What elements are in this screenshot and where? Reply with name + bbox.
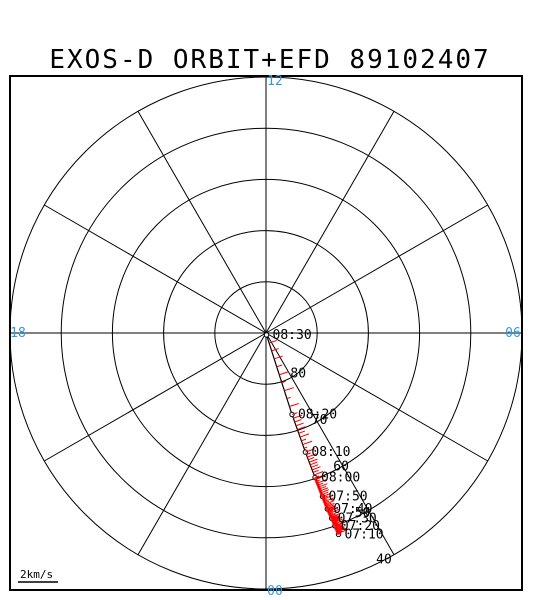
efd-vector <box>289 403 299 407</box>
orbit-time-label: 08:10 <box>311 445 350 460</box>
efd-vector <box>311 466 321 471</box>
orbit-time-label: 07:30 <box>338 511 377 526</box>
efd-vector <box>334 521 345 527</box>
efd-vector <box>330 512 340 518</box>
latitude-label: 60 <box>333 459 349 474</box>
efd-vector <box>337 527 347 533</box>
efd-vector <box>295 422 304 427</box>
efd-vector <box>323 495 333 500</box>
mlt-spoke-22 <box>137 332 267 555</box>
efd-vector <box>332 517 342 522</box>
mlt-spoke-20 <box>44 332 267 462</box>
efd-vector <box>337 529 348 534</box>
mlt-spoke-8 <box>265 204 488 334</box>
mlt-label: 00 <box>267 584 283 599</box>
efd-vector <box>322 492 332 498</box>
efd-vector <box>315 475 326 480</box>
efd-vector <box>334 519 344 525</box>
mlt-label: 12 <box>267 74 283 89</box>
efd-vector <box>310 461 318 466</box>
efd-vector <box>271 348 279 352</box>
latitude-label: 70 <box>312 413 328 428</box>
mlt-label: 18 <box>10 326 26 341</box>
latitude-label: 40 <box>376 552 392 567</box>
efd-vector <box>298 430 306 434</box>
polar-grid <box>9 76 523 590</box>
efd-vector <box>330 510 340 516</box>
efd-vector <box>312 469 319 473</box>
mlt-spoke-16 <box>44 204 267 334</box>
efd-vector <box>308 457 315 461</box>
efd-vector <box>299 433 310 438</box>
efd-vector <box>324 497 334 503</box>
efd-vector <box>329 509 339 515</box>
scale-label: 2km/s <box>20 568 53 581</box>
orbit-time-marker <box>263 332 270 338</box>
efd-vector <box>303 446 308 449</box>
efd-vector <box>279 371 289 376</box>
efd-vector <box>276 364 283 368</box>
efd-vector <box>286 396 291 400</box>
efd-vector <box>313 471 324 476</box>
orbit-time-label: 07:40 <box>333 502 372 517</box>
latitude-label: 80 <box>290 366 306 381</box>
efd-vector <box>307 453 317 458</box>
efd-vector <box>302 440 313 446</box>
efd-vector <box>328 507 338 513</box>
efd-vector <box>293 414 303 419</box>
efd-vector <box>294 419 302 423</box>
orbit-time-label: 08:00 <box>321 470 360 485</box>
efd-vector <box>268 340 277 344</box>
efd-vector <box>284 387 295 392</box>
latitude-label: 50 <box>355 506 371 521</box>
efd-vector <box>325 500 335 505</box>
efd-dense-band <box>313 476 340 535</box>
efd-vector <box>318 483 328 488</box>
orbit-time-label: 08:20 <box>298 407 337 422</box>
mlt-spoke-4 <box>265 332 488 462</box>
mlt-spoke-10 <box>265 111 395 334</box>
efd-vector <box>317 479 327 484</box>
chart-title: EXOS-D ORBIT+EFD 89102407 <box>49 45 490 75</box>
efd-vector <box>274 355 283 360</box>
orbit-time-label: 07:20 <box>341 519 380 534</box>
orbit-time-label: 07:50 <box>328 490 367 505</box>
efd-vector <box>297 426 306 430</box>
efd-vector <box>301 438 307 442</box>
efd-vector <box>305 448 315 453</box>
orbit-time-label: 07:10 <box>344 527 383 542</box>
orbit-time-label: 08:30 <box>273 328 312 343</box>
efd-vector <box>281 380 286 384</box>
mlt-label: 06 <box>505 326 521 341</box>
efd-vector <box>309 458 318 463</box>
efd-vector <box>333 518 343 524</box>
chart-labels: 12 18 06 00 80 70 60 50 40 07:1007:2007:3007:4007… <box>10 74 521 599</box>
efd-vector <box>291 412 298 415</box>
efd-vectors <box>268 340 348 535</box>
efd-vector <box>306 452 311 456</box>
efd-vector <box>311 464 319 468</box>
efd-vector <box>335 523 345 529</box>
mlt-spoke-14 <box>137 111 267 334</box>
mlt-spoke-2 <box>265 332 395 555</box>
